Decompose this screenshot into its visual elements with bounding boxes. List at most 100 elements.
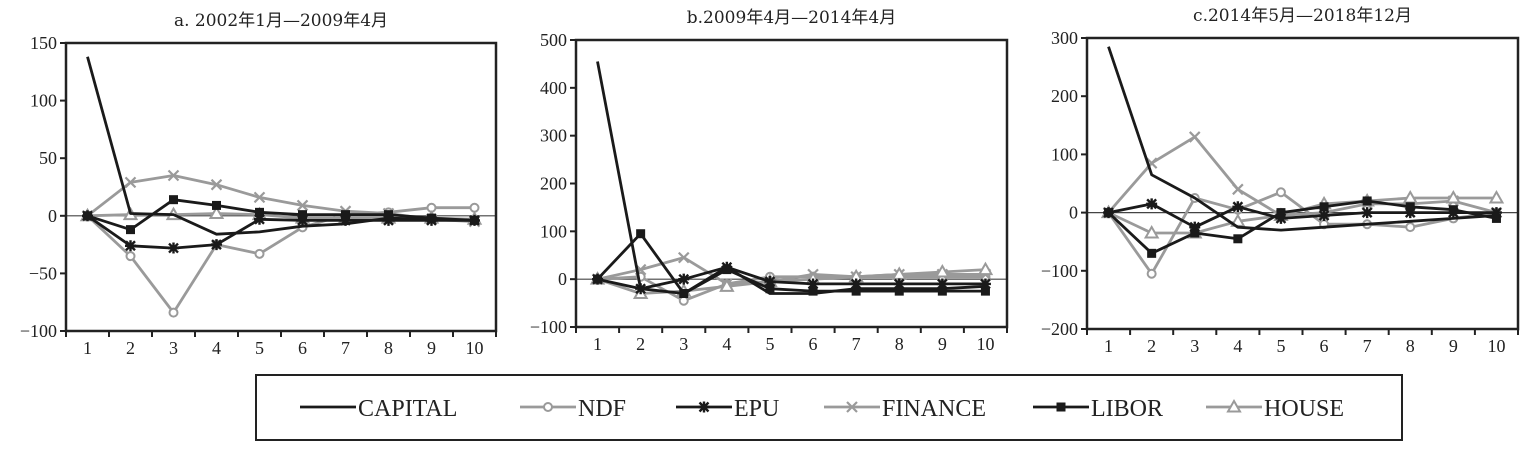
data-point-epu — [1318, 210, 1330, 222]
data-point-libor — [1405, 202, 1415, 212]
data-point-libor — [1319, 202, 1329, 212]
data-point-finance — [296, 199, 309, 212]
x-tick-label: 8 — [895, 334, 904, 354]
data-point-epu — [764, 276, 776, 288]
data-point-epu — [211, 239, 222, 251]
data-point-finance — [677, 251, 690, 264]
y-tick-label: −100 — [20, 321, 57, 341]
chart-panel-1: a. 2002年1月—2009年4月 150 100 50 0 −50 −100 1 2 3 4 5 6… — [20, 11, 498, 358]
data-point-ndf — [1146, 268, 1157, 279]
data-point-libor — [169, 195, 178, 205]
data-point-finance — [124, 176, 137, 189]
chart-panel-3: c.2014年5月—2018年12月 300 200 100 0 −100 −200 1 2 3 4… — [1041, 6, 1520, 356]
data-point-house — [977, 261, 994, 276]
data-point-ndf — [125, 251, 136, 262]
y-tick-label: 0 — [1069, 203, 1078, 223]
series-capital — [1107, 46, 1497, 232]
series-capital — [86, 56, 475, 236]
y-tick-label: 300 — [1051, 28, 1078, 48]
data-point-epu — [125, 240, 136, 252]
legend-label-ndf: NDF — [578, 396, 626, 422]
x-tick-label: 6 — [1320, 336, 1329, 356]
data-point-finance — [1188, 131, 1201, 143]
x-tick-label: 9 — [1449, 336, 1458, 356]
x-tick-label: 6 — [809, 334, 818, 354]
data-point-epu — [1404, 207, 1416, 219]
series-line-epu — [597, 265, 986, 291]
data-point-libor — [1233, 234, 1243, 244]
x-tick-label: 7 — [1363, 336, 1372, 356]
data-point-libor — [851, 286, 861, 296]
data-point-finance — [253, 191, 266, 204]
data-point-ndf — [1275, 187, 1286, 198]
series-line-capital — [1107, 46, 1497, 232]
legend-item-ndf: NDF — [520, 396, 626, 422]
data-point-libor — [636, 229, 646, 239]
data-point-house — [1488, 190, 1505, 204]
data-point-ndf — [168, 307, 179, 318]
data-point-libor — [593, 274, 603, 284]
series-epu — [592, 261, 991, 295]
y-tick-label: −50 — [29, 263, 57, 283]
x-tick-label: 5 — [1276, 336, 1285, 356]
x-tick-label: 7 — [852, 334, 861, 354]
y-tick-label: −100 — [1041, 261, 1078, 281]
x-tick-label: 3 — [169, 338, 178, 358]
y-tick-label: 200 — [540, 174, 567, 194]
y-tick-label: −200 — [1041, 319, 1078, 339]
series-line-capital — [596, 61, 986, 295]
x-tick-label: 4 — [1233, 336, 1242, 356]
data-point-libor — [1448, 205, 1458, 215]
x-tick-label: 8 — [384, 338, 393, 358]
series-capital — [596, 61, 986, 295]
x-tick-label: 9 — [427, 338, 436, 358]
y-tick-label: 100 — [540, 221, 567, 241]
data-point-ndf — [1405, 222, 1416, 233]
legend-marker-finance — [846, 401, 858, 413]
y-tick-label: −100 — [530, 317, 567, 337]
y-tick-label: 500 — [540, 30, 567, 50]
y-tick-label: 0 — [558, 269, 567, 289]
legend-label-capital: CAPITAL — [358, 396, 457, 422]
data-point-epu — [1232, 201, 1244, 213]
legend-marker-epu — [698, 401, 710, 413]
chart-panel-2: b.2009年4月—2014年4月 500 400 300 200 100 0 −100 1 2 3… — [530, 8, 1009, 354]
x-tick-label: 1 — [83, 338, 92, 358]
data-point-house — [208, 205, 225, 219]
data-point-house — [1143, 224, 1160, 239]
data-point-libor — [980, 286, 990, 296]
legend-label-finance: FINANCE — [882, 396, 986, 422]
legend-marker-libor — [1056, 402, 1066, 412]
x-tick-label: 1 — [1104, 336, 1113, 356]
x-tick-label: 7 — [341, 338, 350, 358]
data-point-libor — [1147, 248, 1157, 258]
data-point-epu — [850, 278, 862, 290]
y-tick-label: 50 — [39, 148, 57, 168]
plot-frame — [574, 38, 1009, 329]
legend-item-epu: EPU — [676, 396, 779, 422]
data-point-finance — [167, 169, 180, 182]
series-libor — [593, 229, 990, 299]
legend-marker-house — [1226, 398, 1242, 413]
data-point-libor — [83, 211, 92, 221]
legend: CAPITAL NDF EPU FINANCE LIBOR HOUSE — [255, 374, 1403, 441]
data-point-epu — [1490, 207, 1502, 219]
data-point-house — [719, 278, 735, 292]
data-point-epu — [893, 278, 905, 290]
data-point-epu — [297, 214, 308, 226]
series-libor — [83, 195, 479, 235]
series-line-libor — [596, 232, 986, 295]
data-point-libor — [298, 210, 307, 220]
chart-title: c.2014年5月—2018年12月 — [1193, 6, 1412, 26]
data-point-finance — [210, 178, 223, 191]
x-tick-label: 8 — [1406, 336, 1415, 356]
x-tick-label: 9 — [938, 334, 947, 354]
data-point-ndf — [469, 202, 480, 213]
data-point-libor — [427, 213, 436, 223]
data-point-finance — [1232, 183, 1244, 196]
x-tick-label: 2 — [126, 338, 135, 358]
series-line-epu — [86, 214, 475, 250]
data-point-libor — [341, 210, 350, 220]
data-point-libor — [808, 286, 818, 296]
